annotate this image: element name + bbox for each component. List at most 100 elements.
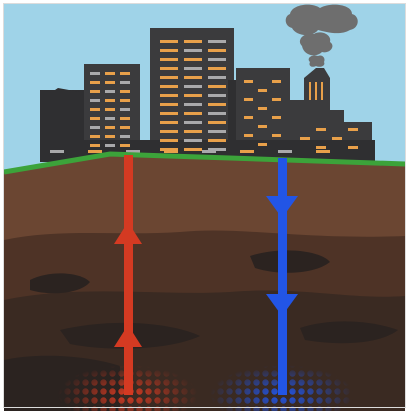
hot-pipe [114,155,142,395]
window [272,98,281,101]
window [120,90,130,93]
window [278,150,292,153]
window [105,108,115,111]
window [244,134,253,137]
window [258,89,267,92]
arrow-down-icon [266,196,298,218]
window [332,137,342,140]
window [120,144,130,147]
window [208,76,226,79]
window [208,103,226,106]
window [90,72,100,75]
window [50,150,64,153]
window [184,49,202,52]
window [120,126,130,129]
window [184,58,202,61]
window [208,49,226,52]
window [160,130,178,133]
window [90,117,100,120]
window [240,150,254,153]
window [160,40,178,43]
window [348,146,358,149]
window [208,94,226,97]
window [208,112,226,115]
window [184,40,202,43]
window [120,135,130,138]
window [90,90,100,93]
window [300,137,310,140]
window [126,150,140,153]
window [184,76,202,79]
window [321,82,323,100]
window [120,99,130,102]
window [120,117,130,120]
window [160,58,178,61]
window [184,148,202,151]
window [105,90,115,93]
window [90,126,100,129]
window [184,130,202,133]
window [88,150,102,153]
window [160,85,178,88]
window [90,81,100,84]
window [202,150,216,153]
window [105,126,115,129]
window [309,82,311,100]
window [208,130,226,133]
window [272,80,281,83]
window [160,139,178,142]
arrow-down-icon [266,294,298,316]
window [105,72,115,75]
window [244,80,253,83]
window [184,112,202,115]
window [105,135,115,138]
window [258,107,267,110]
window [184,139,202,142]
window [90,99,100,102]
window [208,121,226,124]
window [120,81,130,84]
window [120,108,130,111]
window [184,103,202,106]
window [90,108,100,111]
window [160,49,178,52]
window [160,76,178,79]
window [184,85,202,88]
window [244,116,253,119]
window [208,40,226,43]
window [184,94,202,97]
window [258,143,267,146]
window [184,67,202,70]
window [244,98,253,101]
image-border [3,3,406,408]
window [272,116,281,119]
window [316,128,326,131]
smoke-cloud-icon [285,4,358,67]
window [316,150,330,153]
window [315,82,317,100]
window [105,99,115,102]
window [105,144,115,147]
cold-pipe [266,158,298,395]
window [316,146,326,149]
window [160,94,178,97]
window [160,112,178,115]
window [105,81,115,84]
window [348,128,358,131]
city-skyline [40,28,375,162]
window [90,144,100,147]
window [208,139,226,142]
window [160,103,178,106]
window [105,117,115,120]
window [160,121,178,124]
window [160,67,178,70]
arrow-up-icon [114,325,142,347]
window [208,67,226,70]
window [90,135,100,138]
window [208,58,226,61]
ground-line [3,151,406,175]
window [164,150,178,153]
arrow-up-icon [114,222,142,244]
window [272,134,281,137]
